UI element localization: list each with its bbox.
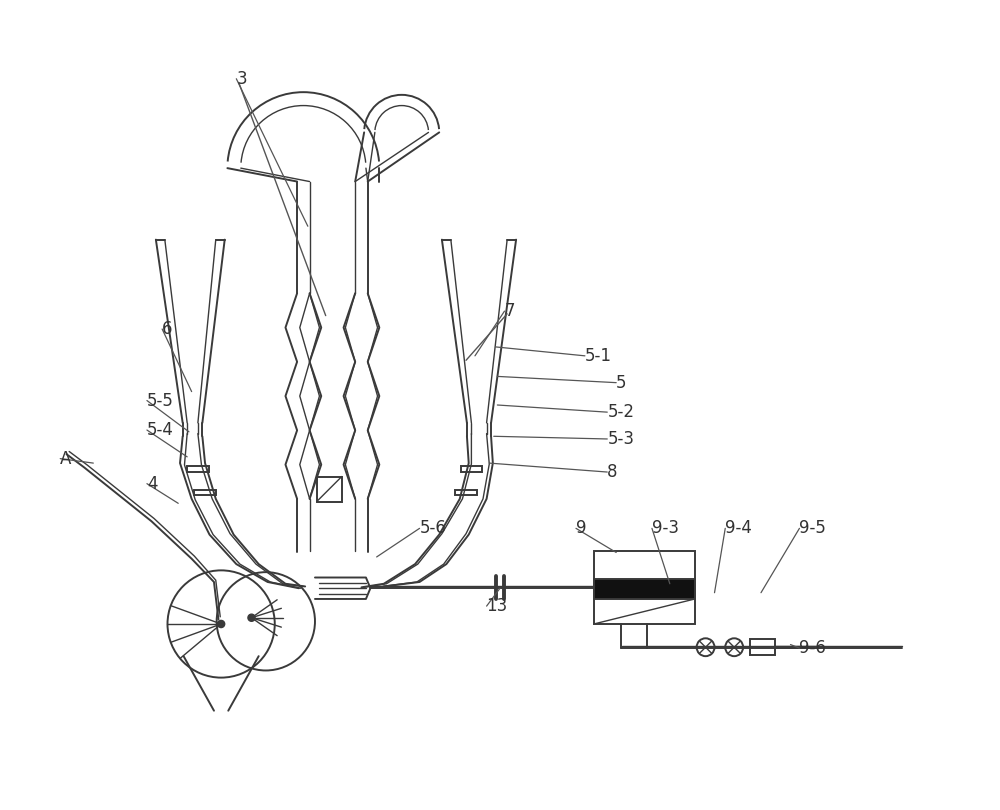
Text: 5-6: 5-6 <box>420 519 446 537</box>
Text: 6: 6 <box>162 320 173 338</box>
Bar <box>594 579 695 599</box>
Text: 9: 9 <box>576 519 586 537</box>
Text: 9-4: 9-4 <box>725 519 752 537</box>
Text: A: A <box>60 450 72 467</box>
Text: 5-1: 5-1 <box>585 347 612 364</box>
Bar <box>317 476 342 501</box>
Text: 8: 8 <box>607 463 618 481</box>
Circle shape <box>248 614 255 621</box>
Circle shape <box>218 620 225 628</box>
Text: 9-6: 9-6 <box>799 639 826 657</box>
Bar <box>750 639 775 655</box>
Text: 5: 5 <box>616 373 627 392</box>
Text: 3: 3 <box>236 70 247 87</box>
Text: 5-3: 5-3 <box>607 430 634 448</box>
Text: 9-3: 9-3 <box>652 519 679 537</box>
Text: 9-5: 9-5 <box>799 519 826 537</box>
Text: 5-4: 5-4 <box>147 421 174 439</box>
Text: 4: 4 <box>147 475 157 492</box>
Text: 5-2: 5-2 <box>607 403 634 421</box>
Text: 13: 13 <box>487 597 508 615</box>
Text: 7: 7 <box>504 302 515 320</box>
Bar <box>594 551 695 624</box>
Bar <box>455 490 477 496</box>
Bar <box>187 467 209 472</box>
Bar <box>194 490 216 496</box>
Bar <box>461 467 482 472</box>
Text: 5-5: 5-5 <box>147 391 174 410</box>
